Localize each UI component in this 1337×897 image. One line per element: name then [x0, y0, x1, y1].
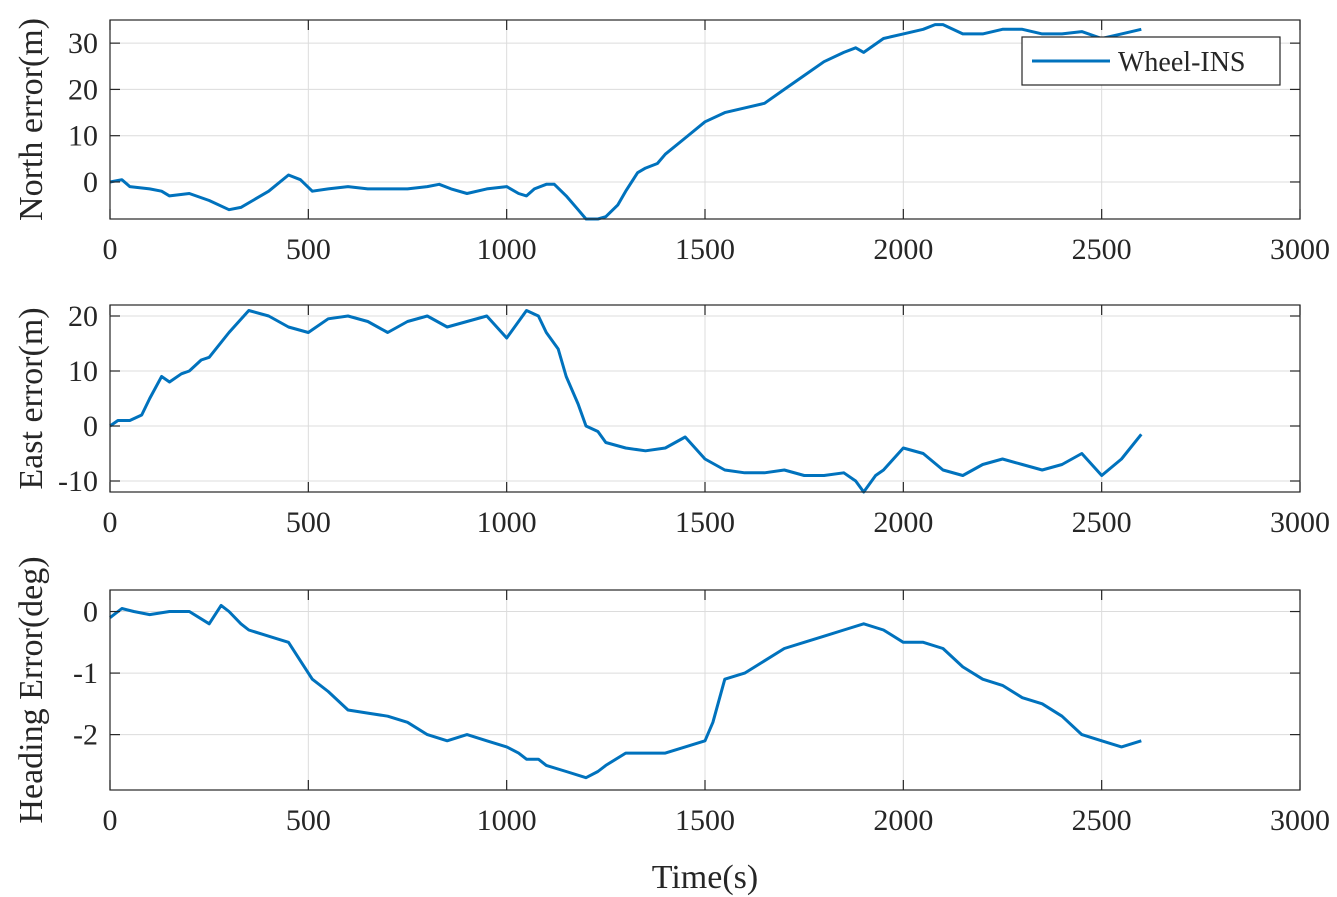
- y-tick-label: 0: [83, 596, 98, 629]
- x-tick-label: 2000: [873, 506, 933, 539]
- y-tick-label: 20: [68, 300, 98, 333]
- y-tick-label: -1: [73, 657, 98, 690]
- x-tick-label: 0: [103, 804, 118, 837]
- x-tick-label: 1000: [477, 804, 537, 837]
- x-tick-label: 1000: [477, 506, 537, 539]
- x-tick-label: 3000: [1270, 506, 1330, 539]
- x-tick-label: 1500: [675, 804, 735, 837]
- series-line-0: [109, 309, 1143, 494]
- y-tick-label: 0: [83, 410, 98, 443]
- y-tick-label: 30: [68, 27, 98, 60]
- x-tick-label: 2500: [1072, 506, 1132, 539]
- north-error-panel: 0 500 1000 1500 2000 2500 3000 0 10 20 30 North err…: [13, 18, 1330, 266]
- y-axis-label: North error(m): [13, 18, 50, 221]
- x-tick-label: 500: [286, 506, 331, 539]
- y-tick-label: 10: [68, 355, 98, 388]
- y-axis-label: Heading Error(deg): [13, 556, 50, 823]
- legend-entry: Wheel-INS: [1118, 47, 1246, 78]
- x-tick-label: 0: [103, 233, 118, 266]
- series-line-0: [109, 603, 1142, 780]
- x-tick-label: 2500: [1072, 233, 1132, 266]
- x-tick-label: 0: [103, 506, 118, 539]
- y-tick-label: 0: [83, 166, 98, 199]
- x-tick-label: 1500: [675, 506, 735, 539]
- y-tick-label: -2: [73, 719, 98, 752]
- y-tick-label: 10: [68, 120, 98, 153]
- x-tick-label: 1500: [675, 233, 735, 266]
- x-axis-label: Time(s): [652, 859, 758, 896]
- y-tick-label: -10: [58, 465, 98, 498]
- x-tick-label: 2000: [873, 804, 933, 837]
- x-tick-label: 1000: [477, 233, 537, 266]
- y-tick-label: 20: [68, 73, 98, 106]
- x-tick-label: 3000: [1270, 804, 1330, 837]
- x-tick-label: 2000: [873, 233, 933, 266]
- x-tick-label: 500: [286, 233, 331, 266]
- y-axis-label: East error(m): [13, 307, 50, 489]
- x-tick-label: 500: [286, 804, 331, 837]
- x-tick-label: 3000: [1270, 233, 1330, 266]
- x-tick-label: 2500: [1072, 804, 1132, 837]
- heading-error-panel: 0 500 1000 1500 2000 2500 3000 -2 -1 0 Heading Err…: [13, 556, 1330, 896]
